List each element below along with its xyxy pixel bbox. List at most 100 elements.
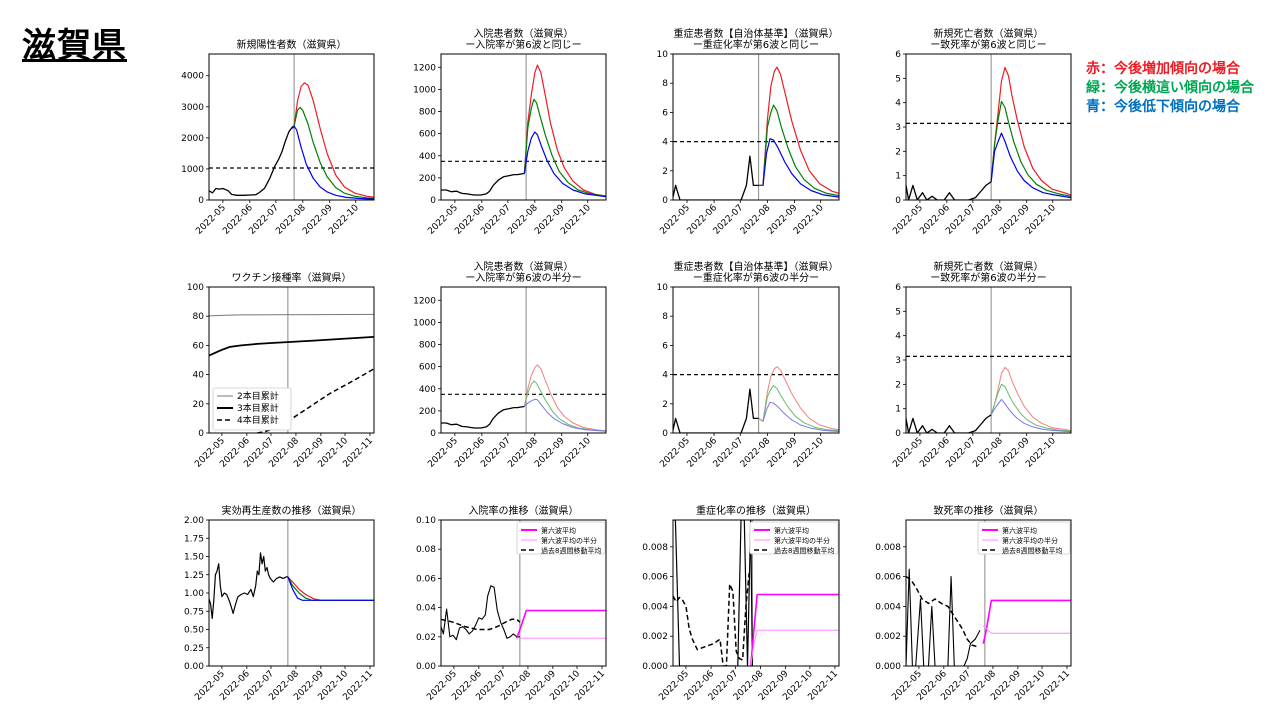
- chart-title: ー重症化率が第6波と同じー: [693, 38, 819, 51]
- plot-frame: [440, 286, 607, 434]
- plot-area: [441, 287, 606, 433]
- y-tick-label: 0: [662, 196, 668, 206]
- series-line-2: [749, 593, 839, 666]
- series-line-0: [673, 388, 759, 433]
- y-tick-label: 2.00: [184, 516, 204, 526]
- y-tick-label: 600: [419, 363, 436, 373]
- series-line-2: [287, 576, 374, 601]
- y-tick-label: 200: [419, 407, 436, 417]
- y-tick-label: 3000: [181, 103, 204, 113]
- chart-title: 実効再生産数の推移（滋賀県）: [222, 504, 362, 517]
- y-tick-label: 1.50: [184, 553, 204, 563]
- scenario-legend: 赤：今後増加傾向の場合 緑：今後横這い傾向の場合 青：今後低下傾向の場合: [1086, 60, 1254, 117]
- y-tick-label: 0.004: [875, 602, 901, 612]
- plot-frame: [672, 519, 840, 667]
- legend-frame: [977, 521, 1071, 555]
- y-tick-label: 0.000: [642, 662, 668, 672]
- y-tick-label: 0.002: [642, 632, 668, 642]
- series-line-2: [990, 383, 1071, 432]
- legend-label: 第六波平均の半分: [1002, 536, 1058, 545]
- legend-label: 過去8週間移動平均: [541, 546, 601, 555]
- series-line-1: [523, 364, 606, 432]
- y-tick-label: 0.10: [416, 516, 436, 526]
- series-line-1: [293, 82, 374, 198]
- series-line-1: [906, 575, 978, 648]
- series-line-3: [523, 131, 606, 198]
- series-line-3: [287, 576, 374, 601]
- y-tick-label: 1000: [413, 85, 436, 95]
- y-tick-label: 100: [187, 283, 204, 293]
- y-tick-label: 1.75: [184, 534, 204, 544]
- y-tick-label: 0: [430, 196, 436, 206]
- plot-area: [441, 54, 606, 200]
- y-tick-label: 20: [193, 400, 205, 410]
- y-tick-label: 10: [657, 283, 669, 293]
- y-tick-label: 0: [662, 429, 668, 439]
- y-tick-label: 6: [895, 283, 901, 293]
- legend-frame: [212, 387, 292, 431]
- series-line-0: [441, 585, 520, 641]
- y-tick-label: 0: [198, 196, 204, 206]
- y-tick-label: 0.25: [184, 644, 204, 654]
- plot-frame: [208, 53, 375, 201]
- y-tick-label: 4: [662, 371, 668, 381]
- legend-label: 過去8週間移動平均: [774, 546, 834, 555]
- chart-title: ー入院率が第6波の半分ー: [465, 271, 581, 284]
- series-line-0: [441, 405, 525, 429]
- plot-area: [441, 520, 606, 666]
- chart-c11: 重症化率の推移（滋賀県）0.0000.0020.0040.0060.008202…: [642, 504, 840, 703]
- series-line-1: [209, 336, 374, 357]
- y-tick-label: 0.08: [416, 545, 436, 555]
- chart-title: ー致死率が第6波の半分ー: [930, 271, 1046, 284]
- series-line-0: [209, 313, 374, 317]
- chart-title: ー致死率が第6波と同じー: [930, 38, 1046, 51]
- chart-title: 新規死亡者数（滋賀県）: [934, 27, 1044, 40]
- chart-title: 新規陽性者数（滋賀県）: [237, 38, 347, 51]
- chart-title: ワクチン接種率（滋賀県）: [232, 271, 352, 284]
- series-line-2: [293, 106, 374, 199]
- y-tick-label: 2000: [181, 134, 204, 144]
- series-line-0: [209, 552, 288, 620]
- chart-c10: 入院率の推移（滋賀県）0.000.020.040.060.080.102022-…: [416, 504, 607, 703]
- plot-frame: [672, 286, 840, 434]
- y-tick-label: 2: [662, 400, 668, 410]
- y-tick-label: 8: [662, 79, 668, 89]
- series-line-3: [524, 398, 606, 432]
- y-tick-label: 800: [419, 108, 436, 118]
- y-tick-label: 0: [895, 429, 901, 439]
- series-line-3: [291, 125, 374, 200]
- chart-title: 致死率の推移（滋賀県）: [934, 504, 1044, 517]
- series-line-3: [990, 398, 1071, 433]
- chart-title: ー入院率が第6波と同じー: [465, 38, 581, 51]
- y-tick-label: 80: [193, 312, 205, 322]
- plot-frame: [208, 519, 375, 667]
- legend-frame: [516, 521, 606, 555]
- y-tick-label: 400: [419, 385, 436, 395]
- y-tick-label: 3: [895, 356, 901, 366]
- y-tick-label: 4: [895, 332, 901, 342]
- y-tick-label: 2: [895, 380, 901, 390]
- y-tick-label: 0.00: [416, 662, 436, 672]
- y-tick-label: 60: [193, 341, 205, 351]
- y-tick-label: 1200: [413, 296, 436, 306]
- series-line-3: [762, 401, 839, 432]
- scenario-legend-green: 緑：今後横這い傾向の場合: [1086, 80, 1254, 96]
- chart-title: 重症化率の推移（滋賀県）: [696, 504, 816, 517]
- series-line-1: [758, 366, 839, 431]
- y-tick-label: 5: [895, 307, 901, 317]
- series-line-0: [906, 414, 992, 433]
- plot-area: [209, 54, 374, 200]
- plot-frame: [905, 286, 1072, 434]
- plot-area: [673, 287, 839, 433]
- chart-c4: 新規死亡者数（滋賀県）ー致死率が第6波と同じー01234562022-05202…: [891, 27, 1072, 237]
- y-tick-label: 0: [198, 429, 204, 439]
- chart-title: 入院患者数（滋賀県）: [474, 27, 574, 40]
- series-line-2: [523, 98, 606, 197]
- scenario-legend-red: 赤：今後増加傾向の場合: [1086, 61, 1240, 77]
- series-line-1: [990, 366, 1071, 432]
- series-line-2: [523, 380, 606, 432]
- legend-frame: [749, 521, 839, 555]
